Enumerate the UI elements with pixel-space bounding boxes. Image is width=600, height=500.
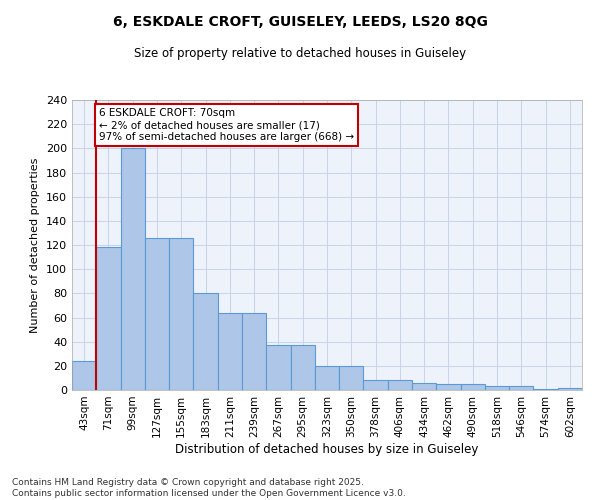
Bar bbox=[558, 388, 582, 390]
Bar bbox=[242, 312, 266, 390]
Bar bbox=[485, 386, 509, 390]
Bar bbox=[461, 384, 485, 390]
Text: Size of property relative to detached houses in Guiseley: Size of property relative to detached ho… bbox=[134, 48, 466, 60]
Bar bbox=[315, 366, 339, 390]
Y-axis label: Number of detached properties: Number of detached properties bbox=[31, 158, 40, 332]
Bar bbox=[290, 346, 315, 390]
Bar bbox=[412, 383, 436, 390]
Text: 6 ESKDALE CROFT: 70sqm
← 2% of detached houses are smaller (17)
97% of semi-deta: 6 ESKDALE CROFT: 70sqm ← 2% of detached … bbox=[99, 108, 355, 142]
Text: 6, ESKDALE CROFT, GUISELEY, LEEDS, LS20 8QG: 6, ESKDALE CROFT, GUISELEY, LEEDS, LS20 … bbox=[113, 15, 487, 29]
Text: Contains HM Land Registry data © Crown copyright and database right 2025.
Contai: Contains HM Land Registry data © Crown c… bbox=[12, 478, 406, 498]
X-axis label: Distribution of detached houses by size in Guiseley: Distribution of detached houses by size … bbox=[175, 442, 479, 456]
Bar bbox=[96, 248, 121, 390]
Bar bbox=[364, 380, 388, 390]
Bar bbox=[436, 384, 461, 390]
Bar bbox=[121, 148, 145, 390]
Bar bbox=[193, 294, 218, 390]
Bar bbox=[509, 386, 533, 390]
Bar bbox=[339, 366, 364, 390]
Bar bbox=[388, 380, 412, 390]
Bar bbox=[266, 346, 290, 390]
Bar bbox=[145, 238, 169, 390]
Bar bbox=[72, 361, 96, 390]
Bar bbox=[169, 238, 193, 390]
Bar bbox=[533, 389, 558, 390]
Bar bbox=[218, 312, 242, 390]
